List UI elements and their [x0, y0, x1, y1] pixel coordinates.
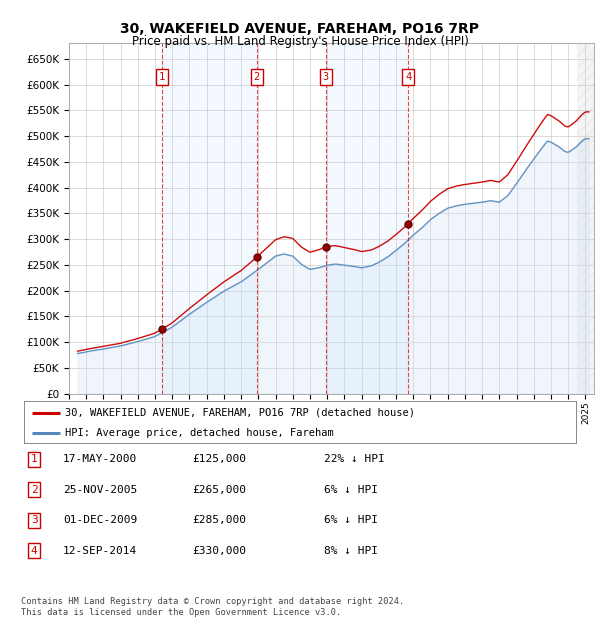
Bar	[161, 43, 257, 394]
Text: 25-NOV-2005: 25-NOV-2005	[63, 485, 137, 495]
Bar	[577, 43, 594, 394]
Text: £330,000: £330,000	[192, 546, 246, 556]
Bar	[326, 43, 408, 394]
Text: £125,000: £125,000	[192, 454, 246, 464]
Text: 30, WAKEFIELD AVENUE, FAREHAM, PO16 7RP (detached house): 30, WAKEFIELD AVENUE, FAREHAM, PO16 7RP …	[65, 407, 415, 417]
Text: 22% ↓ HPI: 22% ↓ HPI	[324, 454, 385, 464]
Text: 6% ↓ HPI: 6% ↓ HPI	[324, 515, 378, 525]
Text: 2: 2	[253, 72, 260, 82]
Text: Contains HM Land Registry data © Crown copyright and database right 2024.
This d: Contains HM Land Registry data © Crown c…	[21, 598, 404, 617]
Text: HPI: Average price, detached house, Fareham: HPI: Average price, detached house, Fare…	[65, 428, 334, 438]
Text: 2: 2	[31, 485, 38, 495]
Text: 3: 3	[31, 515, 38, 525]
Text: 4: 4	[31, 546, 38, 556]
Text: 12-SEP-2014: 12-SEP-2014	[63, 546, 137, 556]
Text: £265,000: £265,000	[192, 485, 246, 495]
Text: 4: 4	[405, 72, 412, 82]
Text: 3: 3	[323, 72, 329, 82]
Text: 01-DEC-2009: 01-DEC-2009	[63, 515, 137, 525]
Text: 17-MAY-2000: 17-MAY-2000	[63, 454, 137, 464]
Text: £285,000: £285,000	[192, 515, 246, 525]
Text: 1: 1	[31, 454, 38, 464]
Text: 8% ↓ HPI: 8% ↓ HPI	[324, 546, 378, 556]
Text: 6% ↓ HPI: 6% ↓ HPI	[324, 485, 378, 495]
Text: Price paid vs. HM Land Registry's House Price Index (HPI): Price paid vs. HM Land Registry's House …	[131, 35, 469, 48]
Text: 30, WAKEFIELD AVENUE, FAREHAM, PO16 7RP: 30, WAKEFIELD AVENUE, FAREHAM, PO16 7RP	[121, 22, 479, 36]
Text: 1: 1	[158, 72, 165, 82]
